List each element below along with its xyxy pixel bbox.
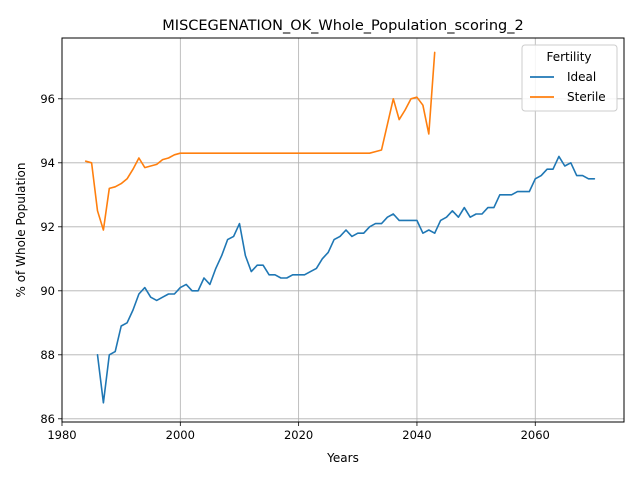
- y-tick-label: 96: [40, 92, 55, 106]
- y-tick-label: 90: [40, 284, 55, 298]
- legend-label-ideal: Ideal: [567, 70, 596, 84]
- series-line-ideal: [96, 155, 596, 404]
- x-tick-label: 2040: [402, 428, 431, 442]
- x-tick-label: 2060: [521, 428, 550, 442]
- x-axis-label: Years: [326, 451, 359, 465]
- series-line-sterile: [84, 51, 436, 231]
- legend-label-sterile: Sterile: [567, 90, 606, 104]
- x-tick-label: 1980: [47, 428, 76, 442]
- y-tick-label: 86: [40, 412, 55, 426]
- x-tick-label: 2020: [284, 428, 313, 442]
- plot-frame: [61, 37, 625, 423]
- y-tick-label: 88: [40, 348, 55, 362]
- legend-box: [521, 44, 618, 112]
- y-axis-label: % of Whole Population: [14, 163, 28, 298]
- legend-title: Fertility: [546, 50, 591, 64]
- y-axis-ticks: 86 88 90 92 94 96: [40, 92, 62, 426]
- x-tick-label: 2000: [166, 428, 195, 442]
- x-axis-ticks: 1980 2000 2020 2040 2060: [47, 422, 550, 442]
- series-lines: [84, 51, 596, 404]
- legend: Fertility Ideal Sterile: [521, 44, 618, 112]
- chart-title: MISCEGENATION_OK_Whole_Population_scorin…: [162, 18, 523, 34]
- y-tick-label: 94: [40, 156, 55, 170]
- y-tick-label: 92: [40, 220, 55, 234]
